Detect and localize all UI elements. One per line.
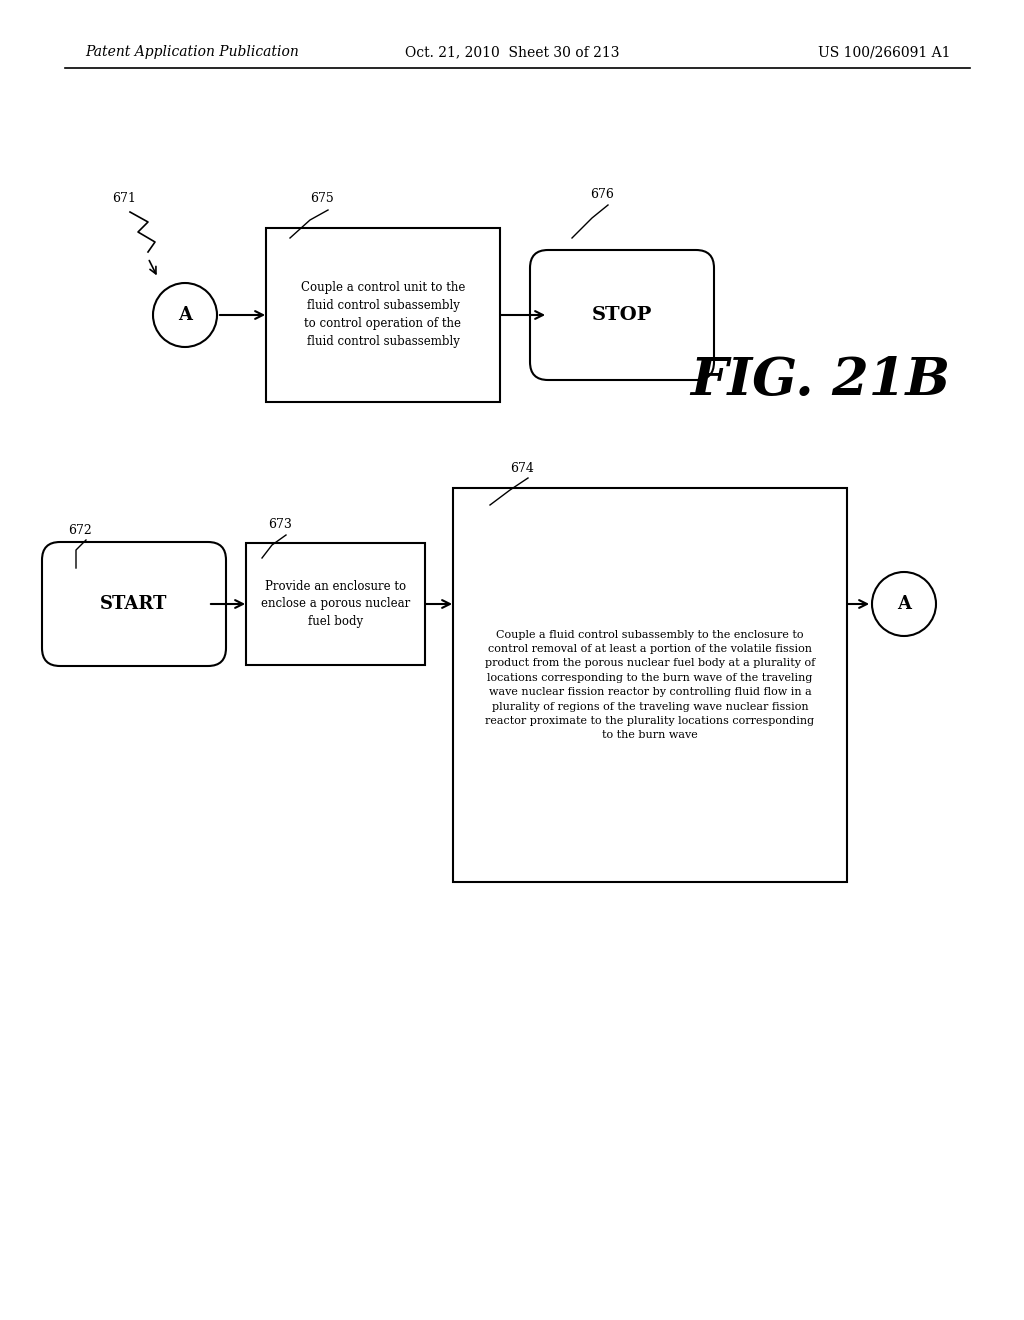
Text: Couple a control unit to the
fluid control subassembly
to control operation of t: Couple a control unit to the fluid contr… — [301, 281, 465, 348]
Circle shape — [153, 282, 217, 347]
Text: STOP: STOP — [592, 306, 652, 323]
FancyBboxPatch shape — [530, 249, 714, 380]
Text: Oct. 21, 2010  Sheet 30 of 213: Oct. 21, 2010 Sheet 30 of 213 — [404, 45, 620, 59]
Text: START: START — [100, 595, 168, 612]
FancyBboxPatch shape — [266, 228, 500, 403]
Text: Couple a fluid control subassembly to the enclosure to
control removal of at lea: Couple a fluid control subassembly to th… — [485, 630, 815, 741]
Text: 676: 676 — [590, 189, 613, 202]
Text: 672: 672 — [68, 524, 92, 536]
Text: Patent Application Publication: Patent Application Publication — [85, 45, 299, 59]
Circle shape — [872, 572, 936, 636]
Text: 675: 675 — [310, 191, 334, 205]
Text: Provide an enclosure to
enclose a porous nuclear
fuel body: Provide an enclosure to enclose a porous… — [261, 579, 411, 628]
Text: 673: 673 — [268, 519, 292, 532]
Text: 674: 674 — [510, 462, 534, 474]
Text: A: A — [897, 595, 911, 612]
FancyBboxPatch shape — [453, 488, 847, 882]
Text: 671: 671 — [112, 191, 136, 205]
Text: A: A — [178, 306, 193, 323]
FancyBboxPatch shape — [42, 543, 226, 667]
Text: FIG. 21B: FIG. 21B — [690, 355, 950, 405]
FancyBboxPatch shape — [246, 543, 425, 665]
Text: US 100/266091 A1: US 100/266091 A1 — [817, 45, 950, 59]
